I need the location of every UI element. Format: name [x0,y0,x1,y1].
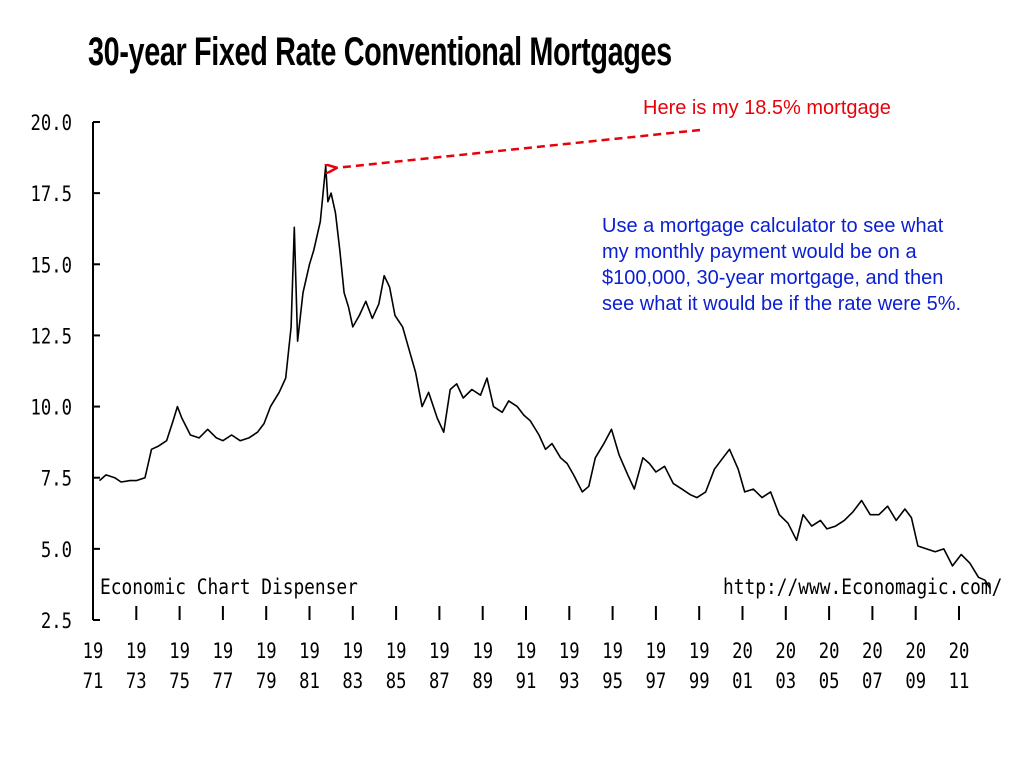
x-tick-label: 97 [646,668,667,693]
x-tick-label: 93 [559,668,580,693]
x-tick-label: 19 [516,638,537,663]
y-tick-label: 12.5 [31,324,72,349]
y-axis: 20.0 17.5 15.0 12.5 10.0 7.5 5.0 2.5 [31,110,100,633]
x-tick-label: 19 [256,638,277,663]
x-tick-label: 09 [905,668,926,693]
x-tick-label: 19 [472,638,493,663]
y-tick-label: 17.5 [31,181,72,206]
x-tick-label: 20 [775,638,796,663]
x-tick-label: 85 [386,668,407,693]
x-tick-label: 03 [775,668,796,693]
x-tick-label: 19 [126,638,147,663]
series-layer [98,165,992,590]
x-axis: 19 71 19 73 19 75 19 77 19 79 19 81 19 83 19 85 19 87 19 89… [83,606,970,693]
x-tick-label: 95 [602,668,623,693]
x-tick-label: 19 [299,638,320,663]
x-tick-label: 07 [862,668,883,693]
x-tick-label: 19 [646,638,667,663]
y-tick-label: 7.5 [41,466,72,491]
x-tick-label: 77 [213,668,234,693]
y-tick-label: 20.0 [31,110,72,135]
x-tick-label: 20 [732,638,753,663]
y-tick-label: 15.0 [31,253,72,278]
x-tick-label: 20 [949,638,970,663]
x-tick-label: 19 [602,638,623,663]
x-tick-label: 11 [949,668,970,693]
x-tick-label: 79 [256,668,277,693]
x-tick-label: 87 [429,668,450,693]
y-tick-label: 2.5 [41,608,72,633]
chart-title: 30-year Fixed Rate Conventional Mortgage… [88,30,672,74]
calculator-annotation: Use a mortgage calculator to see what my… [602,215,962,315]
rate-annotation: Here is my 18.5% mortgage [643,97,891,119]
watermark-right: http://www.Economagic.com/ [723,575,1003,599]
y-tick-label: 10.0 [31,395,72,420]
x-tick-label: 81 [299,668,320,693]
x-tick-label: 19 [213,638,234,663]
x-tick-label: 73 [126,668,147,693]
x-tick-label: 20 [819,638,840,663]
series-line [98,165,992,590]
x-tick-label: 91 [516,668,537,693]
watermark-left: Economic Chart Dispenser [100,575,358,599]
x-tick-label: 99 [689,668,710,693]
x-tick-label: 20 [862,638,883,663]
x-tick-label: 19 [342,638,363,663]
x-tick-label: 83 [342,668,363,693]
x-tick-label: 19 [559,638,580,663]
x-tick-label: 19 [689,638,710,663]
x-tick-label: 01 [732,668,753,693]
x-tick-label: 71 [83,668,104,693]
x-tick-label: 20 [905,638,926,663]
y-tick-label: 5.0 [41,537,72,562]
x-tick-label: 19 [429,638,450,663]
x-tick-label: 75 [169,668,190,693]
annotation-arrow [335,128,701,168]
x-tick-label: 19 [386,638,407,663]
x-tick-label: 89 [472,668,493,693]
x-tick-label: 19 [83,638,104,663]
x-tick-label: 05 [819,668,840,693]
x-tick-label: 19 [169,638,190,663]
